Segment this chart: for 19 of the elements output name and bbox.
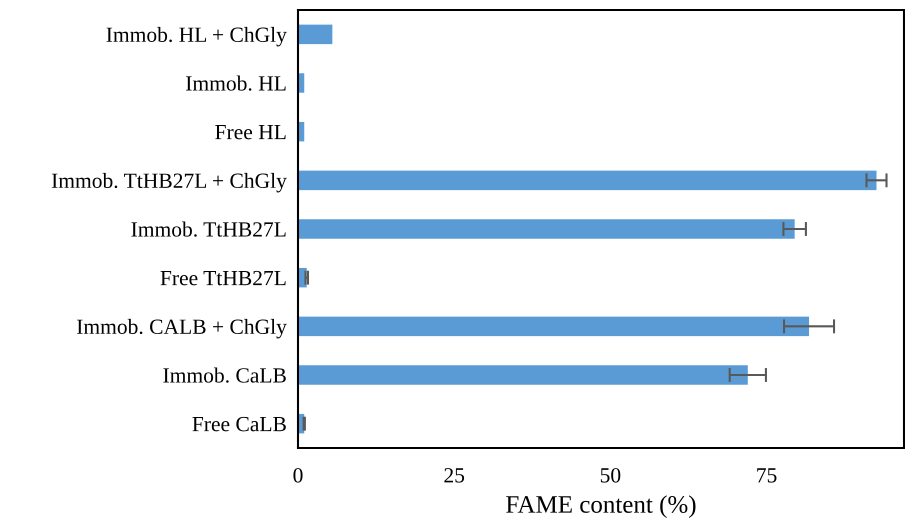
- y-tick-label: Immob. HL: [186, 76, 286, 91]
- x-tick-label: 75: [757, 468, 776, 483]
- y-tick-label: Free CaLB: [192, 416, 286, 432]
- x-tick-label: 25: [444, 468, 464, 483]
- bar: [298, 170, 877, 190]
- x-tick-label: 0: [293, 468, 303, 483]
- y-tick-label: Immob. CaLB: [163, 368, 286, 383]
- bar: [298, 365, 748, 385]
- y-tick-label: Free HL: [215, 125, 286, 140]
- y-tick-label: Immob. CALB + ChGly: [76, 318, 287, 338]
- y-tick-label: Immob. HL + ChGly: [106, 26, 287, 46]
- x-axis-title: FAME content (%): [506, 495, 696, 518]
- bar: [298, 219, 795, 239]
- y-tick-label: Free TtHB27L: [160, 270, 286, 286]
- bar: [298, 316, 810, 336]
- bar: [298, 24, 332, 44]
- x-tick-label: 50: [600, 468, 620, 483]
- y-tick-label: Immob. TtHB27L + ChGly: [52, 172, 287, 192]
- y-tick-label: Immob. TtHB27L: [131, 222, 286, 237]
